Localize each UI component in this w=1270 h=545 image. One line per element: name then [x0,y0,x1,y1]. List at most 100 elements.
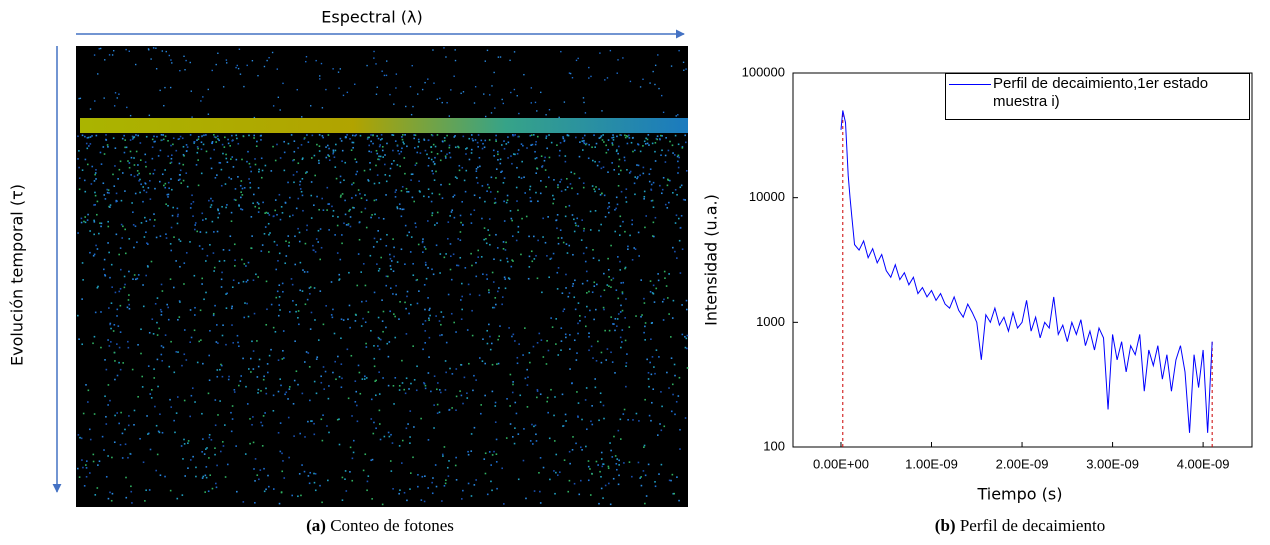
photon-dot [300,190,303,193]
photon-dot [376,241,378,243]
photon-dot [377,345,379,347]
photon-dot [415,162,418,165]
photon-dot [151,318,154,321]
photon-dot [429,307,431,310]
photon-dot [118,93,120,95]
photon-dot [196,230,199,233]
photon-dot [557,242,560,245]
photon-dot [556,227,558,230]
photon-dot [349,471,351,473]
photon-dot [342,319,345,321]
photon-dot [113,323,116,326]
photon-dot [616,468,618,471]
photon-dot [160,345,163,347]
photon-dot [279,218,282,221]
photon-dot [193,142,195,144]
photon-dot [515,186,518,189]
photon-dot [283,357,285,359]
photon-dot [133,246,135,249]
photon-dot [134,225,137,228]
photon-dot [136,277,139,280]
photon-dot [574,222,577,224]
photon-dot [540,339,543,341]
photon-dot [424,248,427,250]
photon-dot [384,154,386,156]
photon-dot [506,194,509,197]
photon-dot [150,58,152,60]
photon-dot [174,431,176,434]
photon-dot [246,279,249,282]
photon-dot [513,442,516,445]
photon-dot [386,342,389,345]
photon-dot [385,284,388,287]
photon-dot [590,420,592,423]
photon-dot [118,361,120,364]
photon-dot [267,222,270,225]
photon-dot [393,313,395,315]
photon-dot [420,499,423,501]
photon-dot [421,88,424,91]
photon-dot [497,338,499,341]
photon-dot [503,503,505,505]
temporal-label: Evolución temporal (τ) [8,184,27,366]
photon-dot [548,276,550,279]
photon-dot [394,140,397,142]
photon-dot [230,220,233,223]
photon-dot [254,205,257,208]
photon-dot [347,397,350,400]
photon-dot [365,199,368,202]
photon-dot [608,202,610,204]
photon-dot [533,490,536,492]
photon-dot [393,255,395,258]
photon-dot [177,318,179,321]
photon-dot [202,362,204,365]
photon-dot [282,82,284,85]
photon-dot [128,166,131,169]
photon-dot [545,135,548,138]
photon-dot [305,56,308,58]
photon-dot [81,459,83,461]
photon-dot [78,476,81,478]
photon-dot [394,315,396,318]
photon-dot [548,437,551,440]
photon-dot [292,214,294,217]
photon-dot [299,180,302,183]
photon-dot [621,309,624,312]
photon-dot [482,142,484,145]
photon-dot [391,442,394,444]
photon-dot [528,266,531,268]
photon-dot [566,186,569,188]
photon-dot [560,50,562,53]
photon-dot [231,286,234,288]
photon-dot [146,242,148,244]
photon-dot [510,265,513,268]
photon-dot [161,173,164,176]
photon-dot [561,393,564,396]
photon-dot [672,152,674,154]
photon-dot [240,180,243,182]
photon-dot [270,303,273,306]
photon-dot [364,453,367,456]
photon-dot [491,85,493,87]
photon-dot [346,134,348,136]
photon-dot [224,424,226,426]
photon-dot [265,323,268,326]
photon-dot [84,158,87,161]
photon-dot [634,176,637,178]
photon-dot [512,333,515,336]
photon-dot [470,148,473,151]
photon-dot [666,371,668,374]
photon-dot [591,291,594,294]
photon-dot [193,329,196,332]
photon-dot [83,179,86,182]
photon-dot [516,152,519,155]
photon-dot [378,145,381,148]
photon-dot [261,244,264,246]
photon-dot [255,273,257,276]
photon-dot [643,302,646,304]
photon-dot [478,156,481,159]
photon-dot [261,169,264,172]
photon-dot [228,375,230,378]
photon-dot [355,390,358,393]
photon-dot [365,346,368,348]
